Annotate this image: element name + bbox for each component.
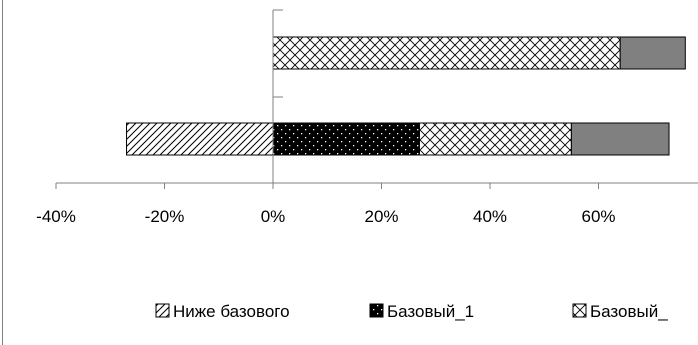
bar-segment-1-4 — [619, 36, 686, 70]
x-tick-label: 0% — [261, 207, 286, 226]
x-tick-label: -20% — [145, 207, 185, 226]
bar-segment-1-3 — [272, 36, 621, 70]
x-tick-label: -40% — [36, 207, 76, 226]
bar-segment-2-3 — [418, 122, 572, 156]
x-tick-label: 40% — [473, 207, 507, 226]
x-tick-label: 20% — [364, 207, 398, 226]
chart-border — [2, 0, 3, 345]
legend-label: Ниже базового — [173, 302, 290, 321]
legend-label: Базовый_1 — [387, 302, 474, 321]
bar-segment-2-4 — [570, 122, 670, 156]
x-tick-label: 60% — [581, 207, 615, 226]
legend-swatch — [369, 303, 384, 318]
legend-swatch — [572, 303, 587, 318]
bar-segment-2-1 — [126, 122, 274, 156]
bar-segment-2-2 — [272, 122, 420, 156]
legend-label: Базовый_ — [590, 302, 668, 321]
legend-swatch — [155, 303, 170, 318]
